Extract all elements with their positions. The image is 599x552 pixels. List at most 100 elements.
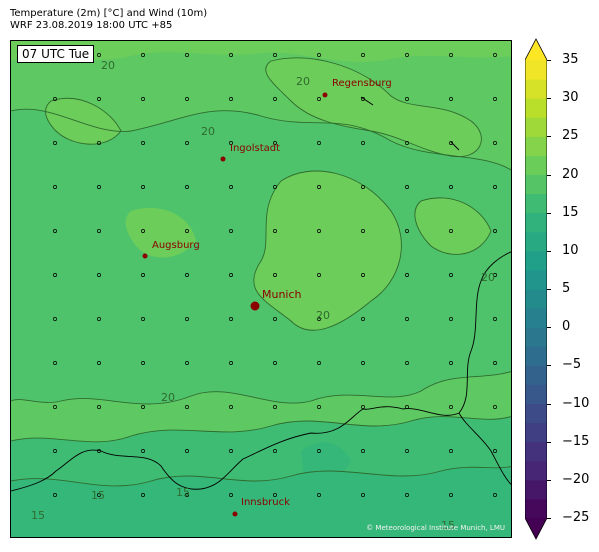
colorbar-tick-label: 0 [562,319,571,335]
wind-station-calm [449,273,453,277]
wind-station-calm [449,229,453,233]
wind-station-calm [317,229,321,233]
wind-station-calm [141,273,145,277]
wind-station-calm [317,273,321,277]
wind-station-calm [97,273,101,277]
wind-station-calm [97,361,101,365]
temperature-map[interactable]: 20 20 20 20 20 15 15 15 15 20 07 UTC Tue Regensbu… [10,40,512,538]
colorbar-tick-mark [547,98,551,100]
contour-label: 15 [176,486,190,499]
wind-station-calm [405,53,409,57]
colorbar-segment [525,174,547,195]
wind-station-calm [273,229,277,233]
wind-station-calm [141,185,145,189]
wind-station-calm [185,185,189,189]
colorbar-segment [525,98,547,118]
wind-station-calm [273,97,277,101]
colorbar-tick-mark [547,403,551,405]
contour-label: 20 [161,391,175,404]
field-cold-patch [301,442,351,480]
wind-station-calm [273,361,277,365]
contour-20-south [11,371,511,405]
wind-station-calm [53,97,57,101]
city-marker-ingolstadt [220,156,226,162]
map-field: 20 20 20 20 20 15 15 15 15 20 [11,41,511,537]
wind-station-calm [493,185,497,189]
wind-station-calm [449,361,453,365]
wind-station-calm [185,405,189,409]
wind-station-calm [53,449,57,453]
chart-title: Temperature (2m) [°C] and Wind (10m) [10,8,208,19]
wind-station-calm [53,141,57,145]
wind-station-calm [405,97,409,101]
wind-station-calm [229,361,233,365]
wind-station-calm [405,361,409,365]
wind-station-calm [273,317,277,321]
city-label-innsbruck: Innsbruck [241,497,290,508]
colorbar-tick-label: −25 [562,510,590,525]
wind-station-calm [185,97,189,101]
colorbar-tick-label: 15 [562,204,579,220]
wind-station-calm [141,449,145,453]
colorbar-tick-mark [547,60,551,61]
colorbar-segment [525,308,547,328]
wind-station-calm [493,317,497,321]
wind-station-calm [405,317,409,321]
wind-station-calm [317,185,321,189]
wind-station-calm [493,493,497,497]
wind-station-calm [185,141,189,145]
colorbar-segment [525,384,547,404]
field-cold-alps [11,466,511,537]
contour-label: 20 [316,309,330,322]
colorbar-tick-mark [547,479,551,481]
colorbar-segment [525,365,547,385]
contour-15-alps [11,465,511,487]
colorbar-segment [525,289,547,309]
wind-station-calm [97,493,101,497]
colorbar-segment [525,250,547,271]
country-border-east [458,412,511,485]
city-label-munich: Munich [262,288,302,301]
wind-station-calm [185,449,189,453]
contour-17-south [11,416,511,443]
wind-station-calm [361,53,365,57]
wind-station-calm [229,229,233,233]
wind-station-calm [141,141,145,145]
wind-station-calm [53,229,57,233]
forecast-time-badge: 07 UTC Tue [17,45,95,63]
field-warm-patch-5 [414,197,491,255]
wind-station-calm [317,141,321,145]
contour-20-east [414,197,492,255]
colorbar-segment [525,117,547,137]
wind-station-calm [361,229,365,233]
colorbar-tick-label: −15 [562,433,590,449]
wind-station-calm [53,493,57,497]
wind-station-calm [97,97,101,101]
colorbar-tick-mark [547,212,551,214]
colorbar-tick-label: −10 [562,395,590,411]
wind-station-calm [229,273,233,277]
wind-station-calm [493,273,497,277]
colorbar-segment [525,136,547,156]
wind-station-calm [97,185,101,189]
model-run-subtitle: WRF 23.08.2019 18:00 UTC +85 [10,20,173,31]
wind-station-calm [53,273,57,277]
wind-station-calm [97,317,101,321]
wind-station-calm [273,141,277,145]
wind-station-calm [97,449,101,453]
colorbar-tick-mark [547,136,551,138]
colorbar-segment [525,231,547,252]
colorbar-segment [525,193,547,214]
wind-station-calm [229,141,233,145]
wind-station-calm [53,361,57,365]
wind-station-calm [185,493,189,497]
wind-station-calm [317,53,321,57]
field-warm-patch-2 [265,57,482,157]
colorbar-segment [525,441,547,462]
wind-station-calm [141,97,145,101]
contour-20-top [265,57,482,158]
wind-station-calm [273,273,277,277]
wind-station-calm [493,449,497,453]
contour-label: 20 [481,271,495,284]
city-marker-innsbruck [232,511,238,517]
